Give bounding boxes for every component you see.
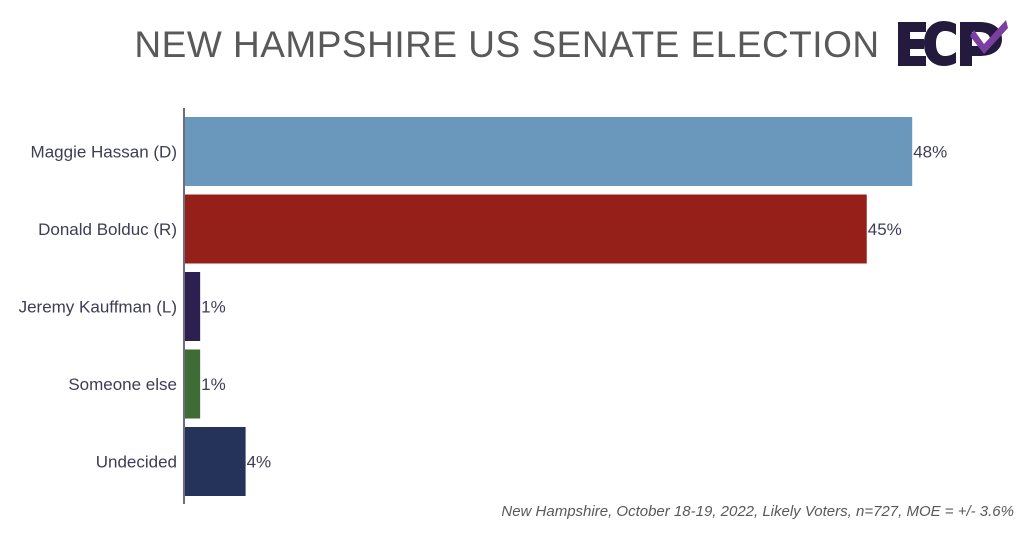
chart-title: NEW HAMPSHIRE US SENATE ELECTION xyxy=(0,24,1024,66)
logo-letter-e xyxy=(898,22,926,66)
value-label-2: 1% xyxy=(201,298,226,317)
bar-4 xyxy=(185,427,246,496)
bar-0 xyxy=(185,117,913,186)
category-label-2: Jeremy Kauffman (L) xyxy=(19,298,177,317)
bar-3 xyxy=(185,349,201,419)
footnote: New Hampshire, October 18-19, 2022, Like… xyxy=(501,503,1014,520)
value-label-1: 45% xyxy=(868,220,902,239)
logo-letter-p xyxy=(960,22,1002,66)
bars-group: Maggie Hassan (D) 48% Donald Bolduc (R) 45%… xyxy=(19,117,947,496)
category-label-1: Donald Bolduc (R) xyxy=(38,220,177,239)
category-label-0: Maggie Hassan (D) xyxy=(31,143,177,162)
bar-2 xyxy=(185,272,201,341)
ecp-logo xyxy=(898,20,1008,66)
bar-1 xyxy=(185,194,867,264)
logo-letter-c xyxy=(924,21,956,66)
category-label-3: Someone else xyxy=(68,375,177,394)
value-label-4: 4% xyxy=(247,453,272,472)
logo-check-accent xyxy=(970,20,1008,54)
category-label-4: Undecided xyxy=(96,453,177,472)
chart-title-text: NEW HAMPSHIRE US SENATE ELECTION xyxy=(134,24,880,65)
value-label-3: 1% xyxy=(201,375,226,394)
value-label-0: 48% xyxy=(913,143,947,162)
